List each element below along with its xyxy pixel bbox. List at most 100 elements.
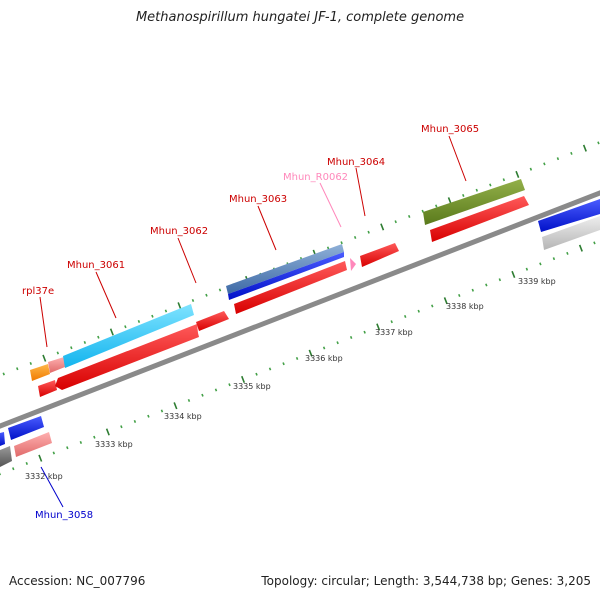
inner-tick-minor — [539, 262, 542, 266]
outer-tick-minor — [205, 293, 208, 297]
gene-arrow-blue-mid — [228, 252, 344, 300]
gene-arrow-olive — [423, 179, 525, 225]
outer-tick-minor — [29, 361, 32, 365]
inner-tick-minor — [12, 467, 15, 471]
inner-tick-minor — [363, 330, 366, 334]
inner-tick-minor — [471, 288, 475, 292]
gene-arrow-red-1 — [55, 324, 199, 390]
kbp-label-3335: 3335 kbp — [233, 382, 271, 391]
outer-tick-minor — [56, 351, 60, 355]
leader-mhun-3065 — [448, 135, 467, 182]
outer-tick-minor — [124, 325, 127, 329]
inner-tick-major — [241, 375, 246, 384]
outer-tick-minor — [151, 314, 154, 318]
gene-label-mhun-3062: Mhun_3062 — [150, 226, 208, 237]
outer-tick-major — [177, 302, 182, 310]
outer-tick-minor — [435, 204, 438, 208]
inner-tick-minor — [552, 257, 556, 261]
outer-tick-minor — [475, 188, 479, 192]
gene-arrow-pink-rna — [350, 258, 356, 271]
outer-tick-minor — [83, 340, 87, 344]
leader-rpl37e — [39, 296, 48, 348]
reverse-strand-genes — [38, 196, 529, 397]
outer-tick-major — [42, 354, 47, 362]
outer-tick-major — [515, 170, 520, 178]
label-leaders — [39, 135, 467, 508]
leader-mhun-3061 — [95, 271, 117, 319]
gene-arrow-orange — [30, 364, 50, 381]
inner-tick-minor — [498, 278, 502, 282]
outer-tick-minor — [137, 319, 141, 323]
inner-tick-minor — [336, 341, 339, 345]
gene-label-mhun-3061: Mhun_3061 — [67, 260, 125, 271]
inner-tick-major — [578, 244, 583, 252]
inner-tick-minor — [160, 409, 164, 413]
gene-arrow-grey-right — [542, 216, 600, 250]
gene-label-mhun-3063: Mhun_3063 — [229, 194, 287, 205]
outer-tick-ring — [2, 141, 600, 376]
map-title: Methanospirillum hungatei JF-1, complete… — [135, 10, 465, 25]
kbp-labels: 3332 kbp 3333 kbp 3334 kbp 3335 kbp 3336… — [25, 277, 556, 481]
gene-arrow-red-5 — [430, 196, 529, 242]
outer-tick-minor — [191, 298, 195, 302]
outer-tick-minor — [597, 141, 600, 145]
gene-arrow-steel — [226, 244, 344, 294]
inner-tick-minor — [93, 435, 96, 439]
outer-tick-minor — [462, 193, 465, 197]
leader-mhun-3062 — [177, 237, 197, 284]
leader-mhun-3064 — [355, 167, 366, 217]
inner-tick-minor — [404, 314, 407, 318]
inner-tick-minor — [566, 251, 569, 255]
gene-arrow-grey-left — [0, 446, 12, 467]
outer-tick-minor — [489, 183, 492, 187]
inner-tick-minor — [120, 425, 123, 429]
inner-tick-major — [511, 270, 516, 278]
inner-tick-minor — [79, 440, 83, 444]
gene-arrow-cyan — [63, 304, 194, 368]
leader-mhun-3058 — [40, 466, 64, 508]
gene-label-mhun-3058: Mhun_3058 — [35, 510, 93, 521]
inner-tick-minor — [593, 241, 596, 245]
outer-tick-minor — [367, 230, 370, 234]
inner-tick-major — [376, 323, 381, 331]
inner-tick-minor — [458, 293, 461, 297]
inner-tick-minor — [390, 320, 393, 324]
inner-tick-minor — [66, 446, 69, 450]
outer-tick-minor — [408, 214, 411, 218]
outer-tick-minor — [502, 178, 506, 182]
inner-tick-minor — [52, 451, 56, 455]
kbp-label-3338: 3338 kbp — [446, 302, 484, 311]
forward-strand-genes — [0, 179, 600, 467]
outer-tick-minor — [2, 372, 5, 376]
outer-tick-minor — [529, 167, 533, 171]
inner-tick-minor — [214, 388, 218, 392]
gene-arrow-blue-edge — [0, 432, 5, 446]
kbp-label-3339: 3339 kbp — [518, 277, 556, 286]
inner-tick-minor — [295, 356, 299, 360]
kbp-label-3333: 3333 kbp — [95, 440, 133, 449]
kbp-label-3336: 3336 kbp — [305, 354, 343, 363]
outer-tick-minor — [218, 288, 222, 292]
inner-tick-major — [443, 297, 448, 305]
outer-tick-minor — [353, 235, 357, 239]
kbp-label-3337: 3337 kbp — [375, 328, 413, 337]
genome-backbone — [0, 190, 600, 429]
inner-tick-minor — [525, 267, 529, 271]
inner-tick-minor — [147, 414, 150, 418]
inner-tick-minor — [228, 383, 231, 387]
inner-tick-minor — [485, 283, 488, 287]
kbp-label-3334: 3334 kbp — [164, 412, 202, 421]
inner-tick-minor — [201, 393, 204, 397]
gene-arrow-blue-right — [538, 199, 600, 232]
inner-tick-minor — [282, 362, 285, 366]
accession-text: Accession: NC_007796 — [9, 574, 146, 588]
gene-label-mhun-3064: Mhun_3064 — [327, 157, 385, 168]
outer-tick-minor — [97, 335, 100, 339]
outer-tick-minor — [556, 157, 560, 161]
outer-tick-major — [582, 144, 587, 152]
inner-tick-minor — [349, 335, 353, 339]
inner-tick-minor — [187, 398, 191, 402]
outer-tick-minor — [164, 309, 168, 313]
outer-tick-major — [380, 223, 385, 231]
